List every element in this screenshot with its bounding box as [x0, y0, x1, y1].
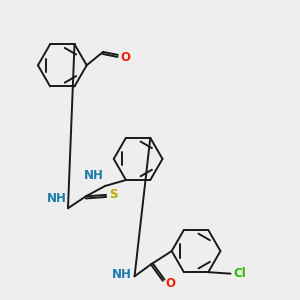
Text: NH: NH	[46, 192, 67, 205]
Text: S: S	[109, 188, 118, 201]
Text: NH: NH	[112, 268, 132, 281]
Text: O: O	[120, 51, 130, 64]
Text: O: O	[165, 277, 175, 290]
Text: NH: NH	[84, 169, 103, 182]
Text: Cl: Cl	[233, 267, 246, 280]
